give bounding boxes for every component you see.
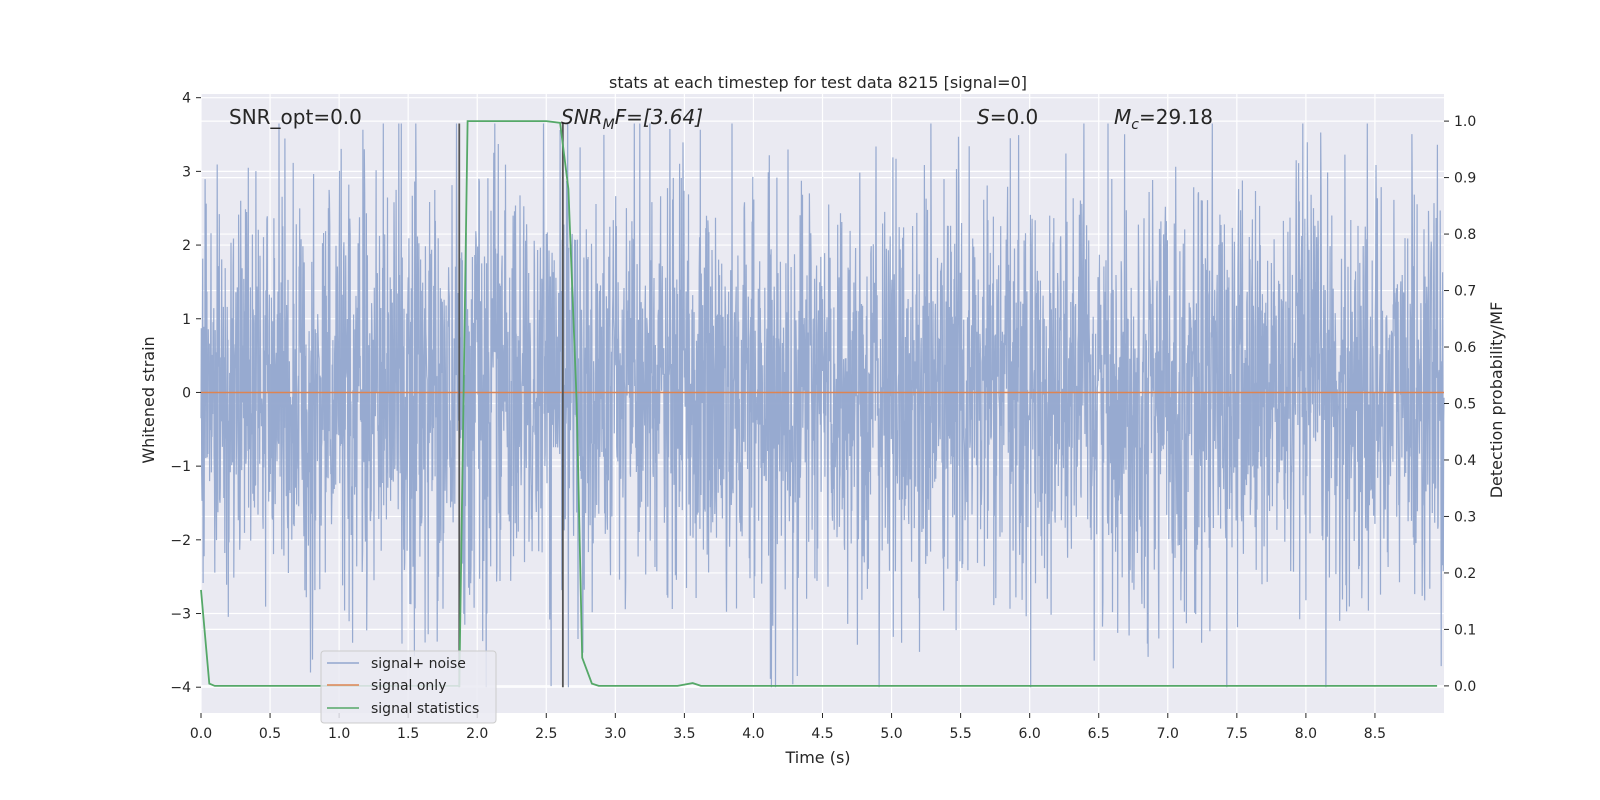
x-tick-label: 3.5	[673, 726, 695, 742]
annotation-snr-mf: SNRMF=[3.64]	[561, 105, 703, 133]
x-tick-label: 8.0	[1295, 726, 1317, 742]
y-tick-label-right: 0.9	[1454, 171, 1476, 187]
y-axis-label-right: Detection probability/MF	[1487, 302, 1506, 499]
x-tick-label: 0.5	[259, 726, 281, 742]
x-tick-label: 2.5	[535, 726, 557, 742]
y-tick-label-left: 3	[182, 164, 191, 180]
x-tick-label: 1.0	[328, 726, 350, 742]
x-tick-label: 6.0	[1019, 726, 1041, 742]
y-tick-label-left: 4	[182, 91, 191, 107]
signal-noise-line	[200, 123, 1445, 688]
annotation-snr-opt: SNR_opt=0.0	[229, 105, 362, 129]
y-tick-label-left: 1	[182, 312, 191, 328]
x-tick-label: 4.0	[742, 726, 764, 742]
y-tick-label-left: 0	[182, 385, 191, 401]
y-tick-label-right: 0.0	[1454, 679, 1476, 695]
y-tick-label-right: 0.7	[1454, 284, 1476, 300]
y-tick-label-right: 0.2	[1454, 566, 1476, 582]
x-tick-label: 8.5	[1364, 726, 1386, 742]
x-tick-label: 5.0	[880, 726, 902, 742]
legend: signal+ noise signal only signal statist…	[320, 650, 497, 724]
y-tick-label-right: 0.1	[1454, 622, 1476, 638]
y-tick-label-right: 0.8	[1454, 227, 1476, 243]
x-tick-label: 6.5	[1088, 726, 1110, 742]
x-tick-label: 3.0	[604, 726, 626, 742]
y-tick-label-left: −1	[170, 459, 191, 475]
y-axis-label-left: Whitened strain	[139, 336, 158, 463]
x-tick-label: 7.0	[1157, 726, 1179, 742]
y-tick-label-left: −4	[170, 680, 191, 696]
y-tick-label-right: 0.3	[1454, 509, 1476, 525]
y-tick-label-left: −2	[170, 533, 191, 549]
x-tick-label: 2.0	[466, 726, 488, 742]
legend-box	[320, 650, 497, 724]
x-tick-label: 0.0	[190, 726, 212, 742]
x-tick-label: 5.5	[949, 726, 971, 742]
x-tick-label: 1.5	[397, 726, 419, 742]
y-tick-label-right: 0.5	[1454, 397, 1476, 413]
y-tick-label-right: 0.6	[1454, 340, 1476, 356]
tick-labels: 0.0 0.5 1.0 1.5 2.0 2.5 3.0 3.5 4.0 4.5 5.0 5.5 6.0 6…	[170, 91, 1476, 742]
chart-title: stats at each timestep for test data 821…	[609, 73, 1027, 92]
annotation-s: S=0.0	[977, 105, 1038, 129]
marker-lines	[458, 123, 564, 688]
y-tick-label-left: 2	[182, 238, 191, 254]
annotation-mc: Mc=29.18	[1114, 105, 1213, 133]
y-tick-label-right: 1.0	[1454, 114, 1476, 130]
legend-label-signal-only: signal only	[371, 678, 446, 694]
legend-label-signal-statistics: signal statistics	[371, 701, 479, 717]
legend-label-signal-noise: signal+ noise	[371, 656, 466, 672]
x-tick-label: 4.5	[811, 726, 833, 742]
x-axis-label: Time (s)	[784, 748, 850, 767]
y-tick-label-left: −3	[170, 607, 191, 623]
series-signal-noise	[200, 123, 1445, 688]
y-tick-label-right: 0.4	[1454, 453, 1476, 469]
x-tick-label: 7.5	[1226, 726, 1248, 742]
